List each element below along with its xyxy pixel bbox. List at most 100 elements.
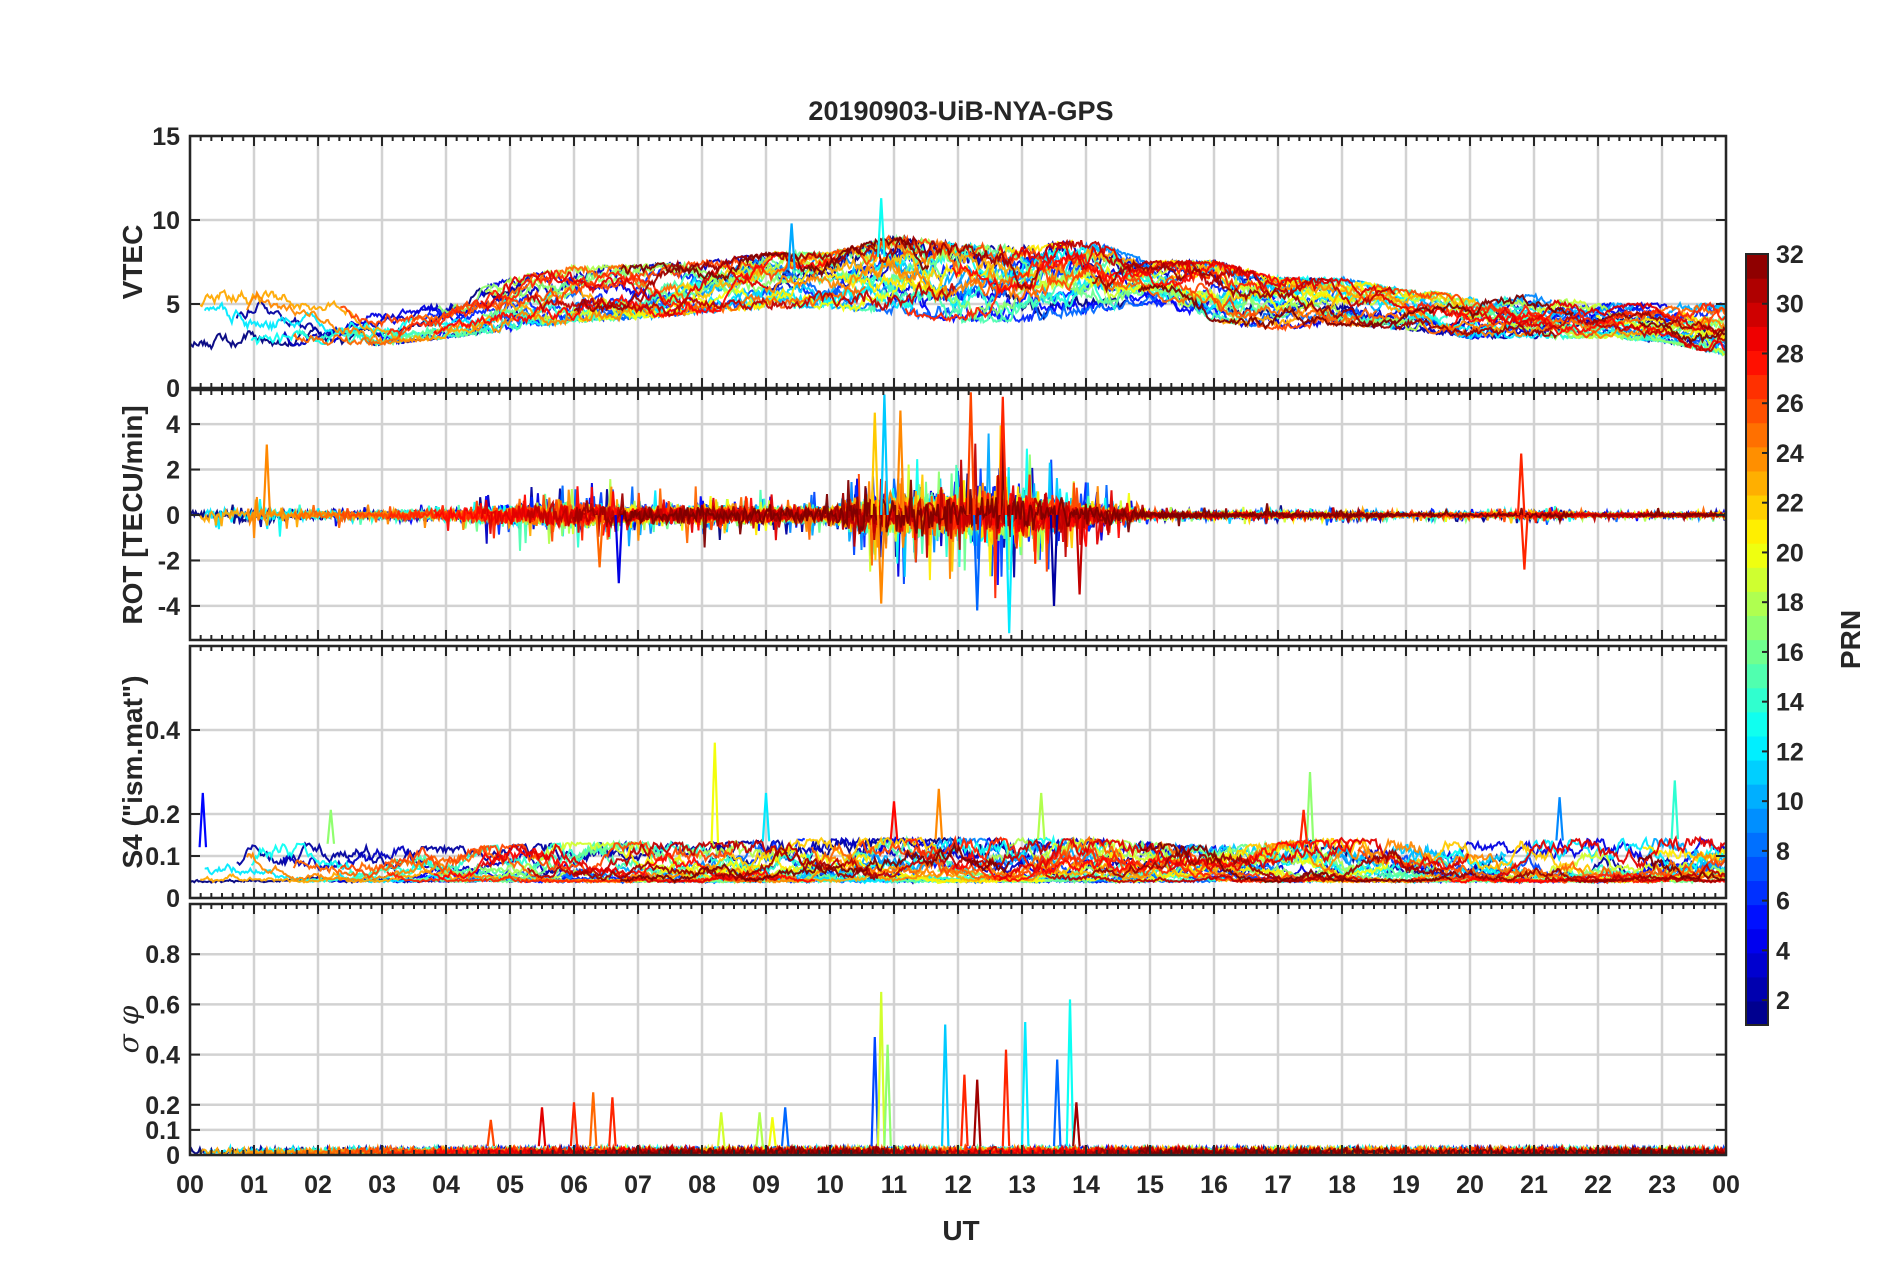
spike-prn-26 xyxy=(486,1119,496,1147)
spike-prn-8 xyxy=(780,1107,790,1147)
colorbar-swatch xyxy=(1746,639,1768,665)
panel-s4: 0 0.1 0.2 0.4S4 ("ism.mat") xyxy=(117,644,1728,913)
series-prn-31 xyxy=(573,846,879,882)
chart-title: 20190903-UiB-NYA-GPS xyxy=(808,96,1113,126)
x-tick-label: 23 xyxy=(1648,1171,1676,1199)
panel-rot-ticks xyxy=(189,390,1727,640)
colorbar-tick-label: 10 xyxy=(1776,788,1804,816)
spike-prn-8 xyxy=(972,514,982,611)
y-tick-label: 0.4 xyxy=(145,717,180,745)
y-tick-label: -2 xyxy=(158,547,180,575)
y-tick-label: 0.2 xyxy=(145,801,180,829)
y-tick-label: 4 xyxy=(166,411,180,439)
colorbar-tick-label: 6 xyxy=(1776,888,1790,916)
x-tick-label: 00 xyxy=(176,1171,204,1199)
spike-prn-7 xyxy=(870,1036,880,1147)
spike-prn-17 xyxy=(1305,771,1315,842)
colorbar-tick-label: 8 xyxy=(1776,838,1790,866)
x-tick-label: 09 xyxy=(752,1171,780,1199)
colorbar-swatch xyxy=(1746,326,1768,351)
spike-prn-9 xyxy=(1555,797,1564,841)
series-prn-31 xyxy=(573,493,877,531)
colorbar-swatch xyxy=(1746,856,1768,882)
series-prn-24 xyxy=(764,254,1041,304)
x-tick-label: 12 xyxy=(944,1171,972,1199)
colorbar-tick-label: 28 xyxy=(1776,340,1804,368)
x-tick-label: 16 xyxy=(1200,1171,1228,1199)
series-prn-29 xyxy=(1497,299,1726,337)
spike-prn-24 xyxy=(876,514,886,604)
x-tick-label: 07 xyxy=(624,1171,652,1199)
series-prn-21 xyxy=(625,845,1126,884)
y-tick-label: 0 xyxy=(166,375,180,403)
colorbar-label: PRN xyxy=(1835,610,1866,669)
y-tick-label: 0.1 xyxy=(145,1117,180,1145)
series-prn-23 xyxy=(199,277,634,344)
panel-s4-ticks xyxy=(189,646,1727,899)
spike-prn-10 xyxy=(787,223,796,271)
spike-prn-27 xyxy=(998,396,1008,516)
y-tick-label: 0 xyxy=(166,885,180,913)
colorbar-frame xyxy=(1745,253,1769,1026)
series-prn-29 xyxy=(998,240,1553,329)
colorbar-swatch xyxy=(1746,904,1768,930)
series-prn-32 xyxy=(1637,507,1726,519)
series-prn-26 xyxy=(340,248,842,328)
spike-prn-27 xyxy=(1520,514,1529,570)
spike-prn-19 xyxy=(876,991,886,1147)
colorbar-swatch xyxy=(1746,470,1768,496)
y-tick-label: 5 xyxy=(166,291,180,319)
panel-s4-series xyxy=(190,742,1726,885)
spike-prn-29 xyxy=(1184,260,1193,279)
series-prn-25 xyxy=(292,263,866,347)
x-tick-label: 13 xyxy=(1008,1171,1036,1199)
colorbar-swatch xyxy=(1746,422,1768,448)
colorbar-swatch xyxy=(1746,591,1768,617)
series-prn-29 xyxy=(480,843,779,884)
series-prn-19 xyxy=(1030,835,1292,877)
series-prn-32 xyxy=(1138,841,1453,884)
colorbar-tick-label: 16 xyxy=(1776,639,1804,667)
colorbar-swatch xyxy=(1746,543,1768,568)
series-prn-32 xyxy=(1138,284,1574,331)
panel-sigma_phi-ticks xyxy=(189,904,1727,1156)
spike-prn-22 xyxy=(870,412,880,516)
series-prn-25 xyxy=(811,234,1378,322)
colorbar-swatch xyxy=(1746,615,1768,641)
colorbar-swatch xyxy=(1746,784,1768,809)
colorbar-tick-label: 30 xyxy=(1776,291,1804,319)
series-prn-23 xyxy=(200,868,470,884)
spike-prn-24 xyxy=(896,410,905,516)
colorbar-tick-label: 26 xyxy=(1776,390,1804,418)
colorbar-swatch xyxy=(1746,374,1768,400)
series-prn-30 xyxy=(526,281,956,318)
series-prn-30 xyxy=(1045,871,1380,884)
series-prn-28 xyxy=(433,251,838,336)
panel-rot-ylabel: ROT [TECU/min] xyxy=(117,405,148,624)
panel-s4-ylabel: S4 ("ism.mat") xyxy=(117,675,148,868)
y-tick-label: 0.8 xyxy=(145,941,180,969)
series-prn-32 xyxy=(619,422,1189,548)
y-tick-label: 15 xyxy=(152,123,180,151)
panel-vtec-series xyxy=(190,198,1726,357)
spike-prn-27 xyxy=(1299,809,1308,842)
colorbar-tick-label: 32 xyxy=(1776,241,1804,269)
x-tick-label: 05 xyxy=(496,1171,524,1199)
spike-prn-8 xyxy=(1052,1059,1062,1147)
x-tick-label: 03 xyxy=(368,1171,396,1199)
x-tick-label: 19 xyxy=(1392,1171,1420,1199)
spike-prn-12 xyxy=(761,792,771,842)
colorbar-swatch xyxy=(1746,494,1768,520)
x-tick-label: 02 xyxy=(304,1171,332,1199)
spike-prn-18 xyxy=(1036,792,1046,840)
series-prn-8 xyxy=(516,257,1057,327)
series-prn-29 xyxy=(998,836,1470,882)
colorbar-tick-label: 24 xyxy=(1776,440,1804,468)
spike-prn-29 xyxy=(537,1107,547,1147)
spike-prn-25 xyxy=(588,1092,598,1147)
series-prn-27 xyxy=(386,269,685,339)
x-tick-label: 04 xyxy=(432,1171,460,1199)
series-prn-32 xyxy=(1638,321,1726,346)
